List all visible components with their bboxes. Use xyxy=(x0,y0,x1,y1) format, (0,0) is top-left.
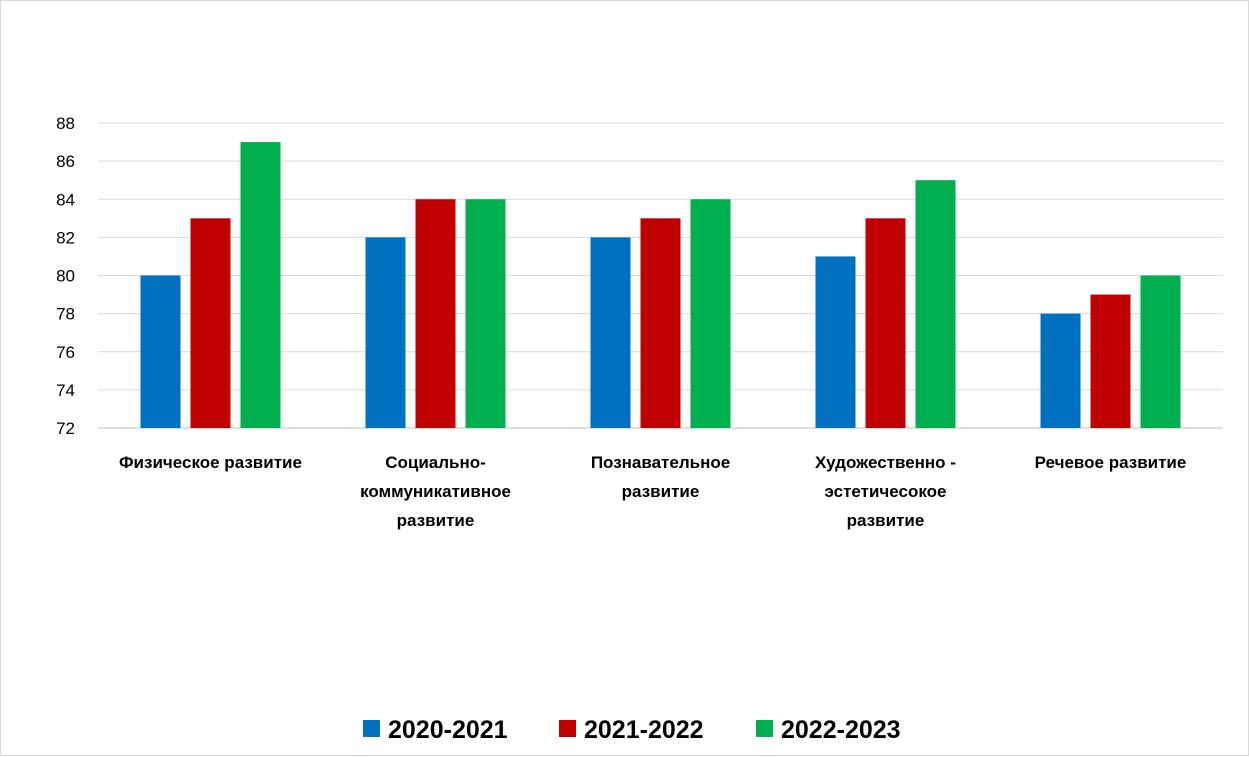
y-tick-label: 86 xyxy=(56,152,75,171)
y-axis-ticks: 72 74 76 78 80 82 84 86 88 xyxy=(56,114,75,438)
y-tick-label: 78 xyxy=(56,305,75,324)
x-category-label: Физическое развитие xyxy=(119,453,302,472)
x-category-label: Художественно - xyxy=(815,453,956,472)
x-axis-categories: Физическое развитие Социально-коммуникати… xyxy=(119,453,1186,530)
bar-2022-2023-2 xyxy=(690,199,731,428)
bar-2020-2021-0 xyxy=(140,275,181,428)
bar-2022-2023-0 xyxy=(240,142,281,428)
x-category-label: Социально- xyxy=(385,453,486,472)
y-tick-label: 72 xyxy=(56,419,75,438)
bar-2022-2023-4 xyxy=(1140,275,1181,428)
bar-2021-2022-4 xyxy=(1090,294,1131,428)
legend-swatch-2022-2023 xyxy=(756,720,773,737)
legend-label: 2022-2023 xyxy=(781,716,901,744)
legend-label: 2021-2022 xyxy=(584,716,704,744)
bars xyxy=(140,142,1181,428)
bar-2020-2021-4 xyxy=(1040,313,1081,428)
x-category-label: развитие xyxy=(622,482,700,501)
y-tick-label: 74 xyxy=(56,381,75,400)
bar-2020-2021-3 xyxy=(815,256,856,428)
x-category-label: развитие xyxy=(847,511,925,530)
legend-swatch-2020-2021 xyxy=(363,720,380,737)
x-category-label: Познавательное xyxy=(591,453,730,472)
bar-2022-2023-1 xyxy=(465,199,506,428)
y-tick-label: 76 xyxy=(56,343,75,362)
x-category-label: коммуникативное xyxy=(360,482,511,501)
legend-label: 2020-2021 xyxy=(388,716,508,744)
legend: 2020-2021 2021-2022 2022-2023 xyxy=(363,716,901,744)
y-tick-label: 80 xyxy=(56,267,75,286)
bar-2021-2022-2 xyxy=(640,218,681,428)
x-category-label: развитие xyxy=(397,511,475,530)
bar-2022-2023-3 xyxy=(915,180,956,428)
bar-2021-2022-3 xyxy=(865,218,906,428)
y-tick-label: 84 xyxy=(56,190,75,209)
y-tick-label: 82 xyxy=(56,228,75,247)
y-tick-label: 88 xyxy=(56,114,75,133)
x-category-label: эстетичесокое xyxy=(824,482,946,501)
x-category-label: Речевое развитие xyxy=(1035,453,1187,472)
bar-2020-2021-2 xyxy=(590,237,631,428)
bar-2020-2021-1 xyxy=(365,237,406,428)
legend-swatch-2021-2022 xyxy=(559,720,576,737)
bar-2021-2022-0 xyxy=(190,218,231,428)
bar-2021-2022-1 xyxy=(415,199,456,428)
